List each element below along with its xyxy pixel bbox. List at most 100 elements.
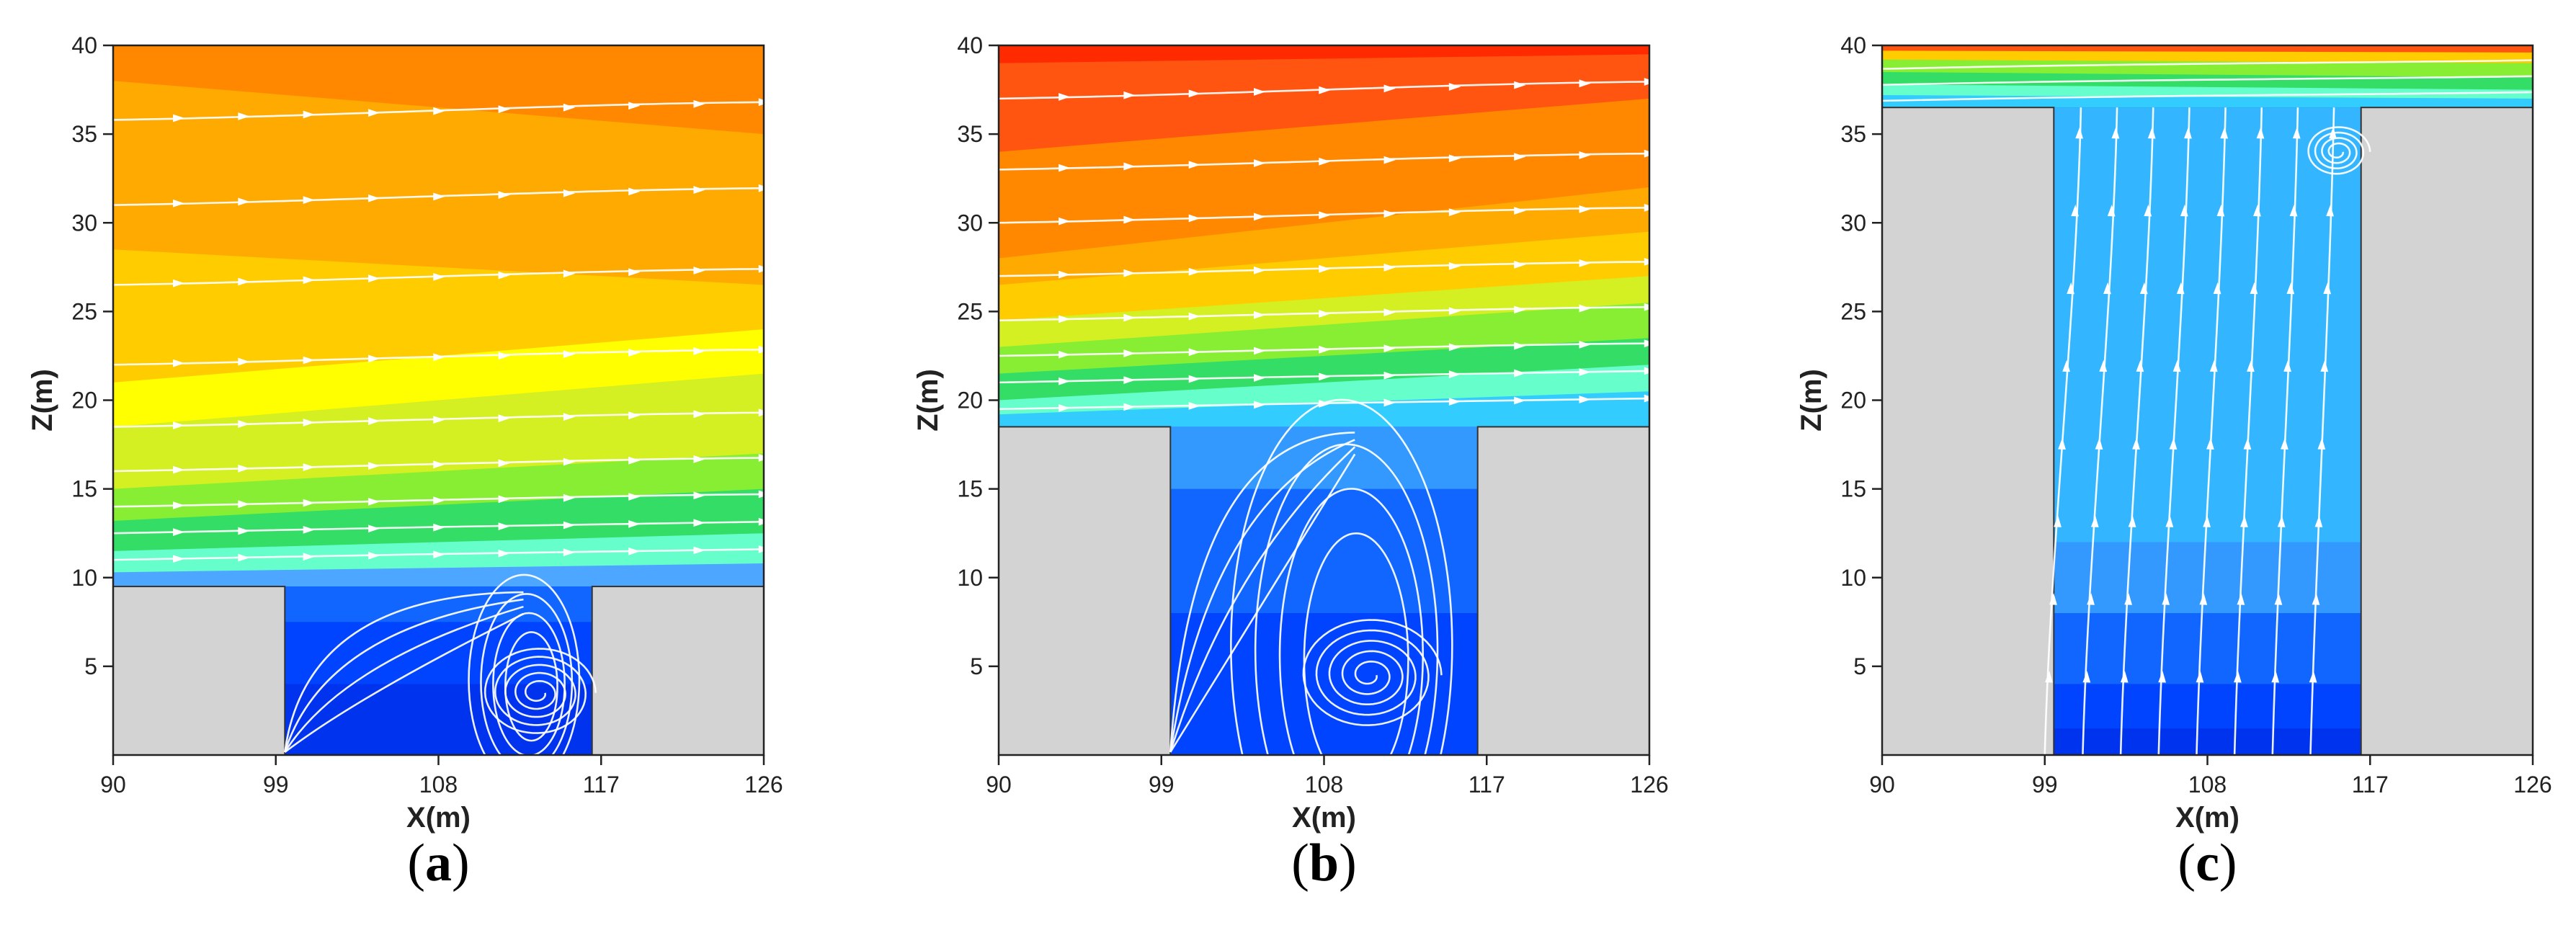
streamline-arrow xyxy=(498,352,510,360)
streamline-arrow xyxy=(1059,270,1071,279)
streamline-arrow xyxy=(1253,88,1266,96)
panel-caption: (b) xyxy=(1291,834,1356,893)
streamline-arrow xyxy=(1448,262,1461,270)
streamline-arrow xyxy=(1514,369,1526,378)
streamline-arrow xyxy=(2326,205,2334,217)
caption-close: ) xyxy=(452,834,470,893)
y-tick-label: 35 xyxy=(71,121,97,147)
streamline-arrow xyxy=(1253,266,1266,274)
streamline-arrow xyxy=(2283,359,2291,372)
streamline-arrow xyxy=(563,350,576,358)
streamline-arrow xyxy=(1319,157,1331,166)
streamline-arrow xyxy=(1579,259,1591,267)
streamline-arrow xyxy=(1644,394,1649,403)
streamline-arrow xyxy=(1644,258,1649,266)
canyon-streamline xyxy=(492,612,566,755)
streamline-arrow xyxy=(1059,93,1071,101)
streamline-arrow xyxy=(2286,282,2295,295)
y-tick-label: 25 xyxy=(957,298,983,324)
streamline-arrow xyxy=(1253,159,1266,167)
streamline-arrow xyxy=(498,191,510,199)
streamline-arrow xyxy=(367,354,380,363)
streamline-arrow xyxy=(628,456,641,465)
streamline-arrow xyxy=(1253,347,1266,355)
y-tick-label: 40 xyxy=(1840,32,1866,58)
streamline-arrow xyxy=(1123,91,1136,99)
streamline-arrow xyxy=(2314,515,2323,527)
streamline-arrow xyxy=(173,555,185,563)
streamline-arrow xyxy=(367,524,380,533)
streamline-arrow xyxy=(1644,203,1649,212)
streamline xyxy=(2119,107,2154,755)
streamline-arrow xyxy=(2317,437,2326,450)
streamline-arrow xyxy=(1319,86,1331,94)
streamline-arrow xyxy=(1188,348,1200,357)
streamline-arrow xyxy=(238,464,250,473)
streamline-arrow xyxy=(367,417,380,425)
streamline-arrow xyxy=(433,523,445,532)
streamline-arrow xyxy=(2082,671,2091,683)
streamline-arrow xyxy=(2071,205,2079,217)
canyon-streamline xyxy=(1169,439,1355,753)
streamline-arrow xyxy=(498,459,510,468)
x-tick-label: 117 xyxy=(2352,772,2389,798)
y-tick-label: 5 xyxy=(84,653,97,679)
streamline-arrow xyxy=(563,189,576,197)
streamline-arrow xyxy=(628,519,641,528)
y-axis-title: Z(m) xyxy=(1796,369,1827,432)
streamline-arrow xyxy=(563,413,576,421)
streamline-arrow xyxy=(1383,308,1396,316)
streamline-arrow xyxy=(2136,359,2144,372)
x-axis-title: X(m) xyxy=(2175,802,2239,834)
x-axis-title: X(m) xyxy=(1292,802,1356,834)
streamline-arrow xyxy=(1448,83,1461,91)
vortex-spiral xyxy=(1302,619,1443,726)
streamline-arrow xyxy=(1319,400,1331,408)
caption-open: ( xyxy=(407,834,425,893)
streamline xyxy=(2309,107,2335,755)
streamline-arrow xyxy=(1383,398,1396,407)
streamline-arrow xyxy=(2289,205,2298,217)
streamline-arrow xyxy=(238,112,250,120)
streamline-arrow xyxy=(2132,437,2140,450)
streamline-arrow xyxy=(2184,127,2192,139)
canyon-streamline xyxy=(1169,446,1356,753)
streamline-arrow xyxy=(2206,437,2214,450)
y-tick-label: 20 xyxy=(1840,388,1866,414)
streamline-arrow xyxy=(303,463,315,471)
streamline xyxy=(2271,107,2299,755)
streamline-arrow xyxy=(1188,375,1200,383)
y-tick-label: 40 xyxy=(957,32,983,58)
streamline-arrow xyxy=(2075,127,2084,139)
streamline-arrow xyxy=(2203,515,2211,527)
canyon-streamline xyxy=(284,605,524,753)
streamline-arrow xyxy=(303,196,315,204)
y-tick-label: 35 xyxy=(957,121,983,147)
streamline-arrow xyxy=(367,274,380,282)
streamline-arrow xyxy=(2323,282,2332,295)
caption-close: ) xyxy=(1339,834,1357,893)
streamline-arrow xyxy=(238,197,250,206)
streamline-arrow xyxy=(433,353,445,362)
streamline-arrow xyxy=(2220,127,2229,139)
building xyxy=(591,586,764,755)
streamline-arrow xyxy=(173,421,185,429)
streamline-arrow xyxy=(433,272,445,281)
y-axis-title: Z(m) xyxy=(27,369,58,432)
streamline-arrow xyxy=(2274,593,2283,605)
building xyxy=(1882,107,2055,755)
y-tick-label: 5 xyxy=(970,653,983,679)
streamline-arrow xyxy=(1319,264,1331,273)
streamline-arrow xyxy=(1319,345,1331,354)
x-tick-label: 90 xyxy=(1869,772,1895,798)
streamline-arrow xyxy=(1644,149,1649,158)
streamline-arrow xyxy=(2256,127,2265,139)
x-tick-label: 108 xyxy=(419,772,458,798)
x-tick-label: 108 xyxy=(1305,772,1343,798)
y-tick-label: 10 xyxy=(71,565,97,591)
streamline-arrow xyxy=(2062,359,2070,372)
streamline-arrow xyxy=(2233,671,2242,683)
streamline xyxy=(1882,59,2533,70)
streamline-arrow xyxy=(1059,217,1071,225)
